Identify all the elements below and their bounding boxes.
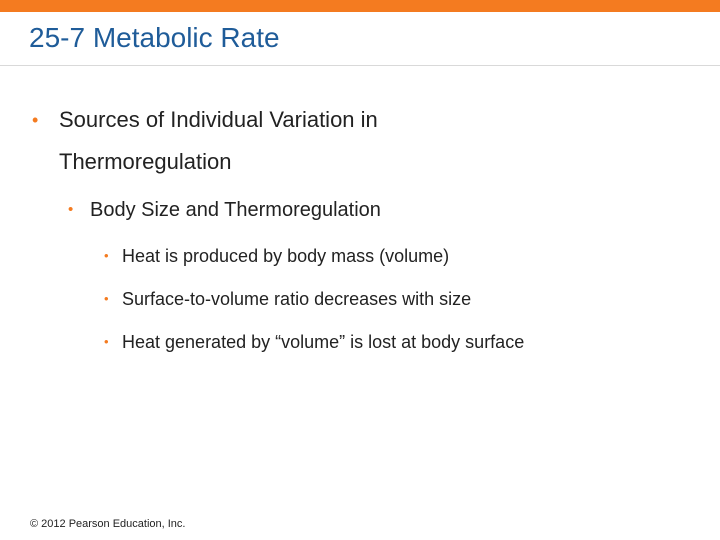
- title-divider: [0, 65, 720, 66]
- slide-title: 25-7 Metabolic Rate: [29, 22, 280, 53]
- bullet-text: Surface-to-volume ratio decreases with s…: [122, 289, 472, 309]
- bullet-text: Heat generated by “volume” is lost at bo…: [122, 332, 525, 352]
- bullet-level-1: • Sources of Individual Variation in The…: [32, 99, 512, 183]
- bullet-level-2: • Body Size and Thermoregulation: [68, 195, 381, 225]
- bullet-dot-icon: •: [104, 291, 109, 306]
- bullet-text: Heat is produced by body mass (volume): [122, 246, 450, 266]
- bullet-level-3: • Heat is produced by body mass (volume): [104, 243, 449, 269]
- bullet-level-3: • Surface-to-volume ratio decreases with…: [104, 286, 471, 312]
- copyright-footer: © 2012 Pearson Education, Inc.: [30, 518, 186, 530]
- bullet-level-3: • Heat generated by “volume” is lost at …: [104, 329, 524, 355]
- bullet-text: Body Size and Thermoregulation: [90, 199, 381, 221]
- bullet-dot-icon: •: [32, 110, 39, 130]
- bullet-dot-icon: •: [68, 201, 74, 218]
- bullet-dot-icon: •: [104, 334, 109, 349]
- top-accent-bar: [0, 0, 720, 12]
- bullet-dot-icon: •: [104, 248, 109, 263]
- bullet-text: Sources of Individual Variation in Therm…: [59, 107, 378, 174]
